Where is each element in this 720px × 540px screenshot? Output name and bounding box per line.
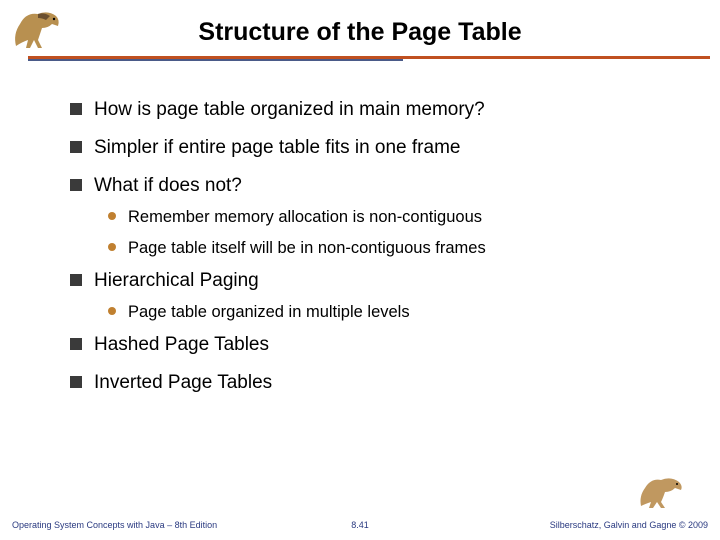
dot-bullet-icon	[108, 243, 116, 251]
bullet-item: Hierarchical Paging	[70, 269, 670, 293]
square-bullet-icon	[70, 274, 82, 286]
footer-left-text: Operating System Concepts with Java – 8t…	[12, 520, 217, 530]
bullet-item: How is page table organized in main memo…	[70, 98, 670, 122]
square-bullet-icon	[70, 103, 82, 115]
sub-bullet-item: Page table itself will be in non-contigu…	[108, 238, 670, 259]
dinosaur-left-icon	[8, 4, 68, 54]
bullet-text: Inverted Page Tables	[94, 371, 272, 395]
slide-content: How is page table organized in main memo…	[0, 70, 720, 394]
bullet-item: What if does not?	[70, 174, 670, 198]
dinosaur-right-icon	[635, 470, 690, 512]
slide-header: Structure of the Page Table	[0, 0, 720, 70]
bullet-text: Hierarchical Paging	[94, 269, 259, 293]
footer-right-text: Silberschatz, Galvin and Gagne © 2009	[550, 520, 708, 530]
square-bullet-icon	[70, 338, 82, 350]
square-bullet-icon	[70, 179, 82, 191]
bullet-item: Simpler if entire page table fits in one…	[70, 136, 670, 160]
sub-bullet-text: Page table itself will be in non-contigu…	[128, 238, 486, 259]
title-underline	[28, 56, 710, 61]
bullet-text: Hashed Page Tables	[94, 333, 269, 357]
sub-bullet-list: Remember memory allocation is non-contig…	[70, 207, 670, 258]
bullet-item: Hashed Page Tables	[70, 333, 670, 357]
dot-bullet-icon	[108, 307, 116, 315]
bullet-text: How is page table organized in main memo…	[94, 98, 485, 122]
bullet-text: Simpler if entire page table fits in one…	[94, 136, 460, 160]
bullet-item: Inverted Page Tables	[70, 371, 670, 395]
sub-bullet-text: Remember memory allocation is non-contig…	[128, 207, 482, 228]
square-bullet-icon	[70, 376, 82, 388]
sub-bullet-list: Page table organized in multiple levels	[70, 302, 670, 323]
slide-title: Structure of the Page Table	[0, 8, 720, 47]
footer-page-number: 8.41	[351, 520, 369, 530]
square-bullet-icon	[70, 141, 82, 153]
sub-bullet-text: Page table organized in multiple levels	[128, 302, 410, 323]
dot-bullet-icon	[108, 212, 116, 220]
sub-bullet-item: Remember memory allocation is non-contig…	[108, 207, 670, 228]
sub-bullet-item: Page table organized in multiple levels	[108, 302, 670, 323]
slide-footer: Operating System Concepts with Java – 8t…	[0, 510, 720, 530]
bullet-text: What if does not?	[94, 174, 242, 198]
